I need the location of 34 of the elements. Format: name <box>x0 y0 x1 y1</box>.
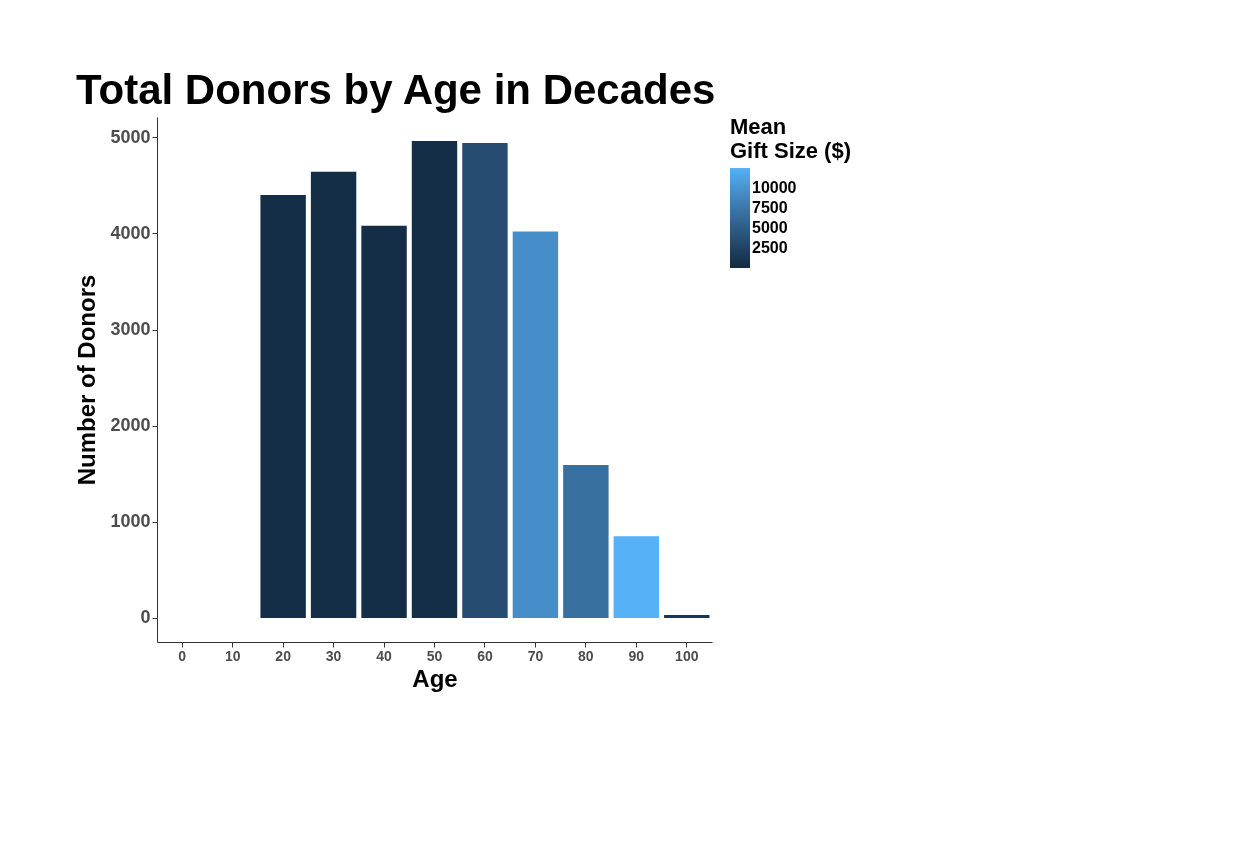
chart-title: Total Donors by Age in Decades <box>75 66 716 113</box>
bar <box>260 194 306 618</box>
legend-title: Mean Gift Size ($) <box>730 114 852 163</box>
x-tick-label: 40 <box>376 647 393 664</box>
color-bar-label: 10000 <box>752 179 797 196</box>
bar <box>563 465 609 618</box>
bar <box>411 141 458 618</box>
bar <box>613 536 660 618</box>
x-tick-label: 0 <box>178 647 187 664</box>
y-tick-label: 5000 <box>110 126 151 147</box>
bar <box>310 171 357 618</box>
x-tick-label: 20 <box>275 647 292 664</box>
y-tick-label: 1000 <box>110 511 151 532</box>
x-tick-label: 10 <box>224 647 241 664</box>
y-axis-title: Number of Donors <box>73 274 101 486</box>
x-tick-label: 70 <box>527 647 544 664</box>
color-bar-label: 5000 <box>752 219 788 236</box>
bar <box>462 142 508 618</box>
x-tick-label: 80 <box>578 647 594 664</box>
y-tick-label: 3000 <box>110 319 151 339</box>
bar <box>512 231 559 618</box>
y-tick-label: 4000 <box>110 222 151 243</box>
x-tick-label: 100 <box>675 647 699 664</box>
y-tick-label: 2000 <box>110 415 151 436</box>
x-tick-label: 60 <box>477 647 493 664</box>
bar <box>361 225 407 618</box>
x-tick-label: 90 <box>628 647 645 664</box>
x-axis-title: Age <box>412 664 458 692</box>
x-tick-label: 30 <box>325 647 342 664</box>
color-bar-label: 7500 <box>752 199 788 216</box>
bar <box>664 615 710 618</box>
color-bar-label: 2500 <box>752 239 788 256</box>
x-tick-label: 50 <box>426 647 443 664</box>
y-tick-label: 0 <box>140 607 151 628</box>
